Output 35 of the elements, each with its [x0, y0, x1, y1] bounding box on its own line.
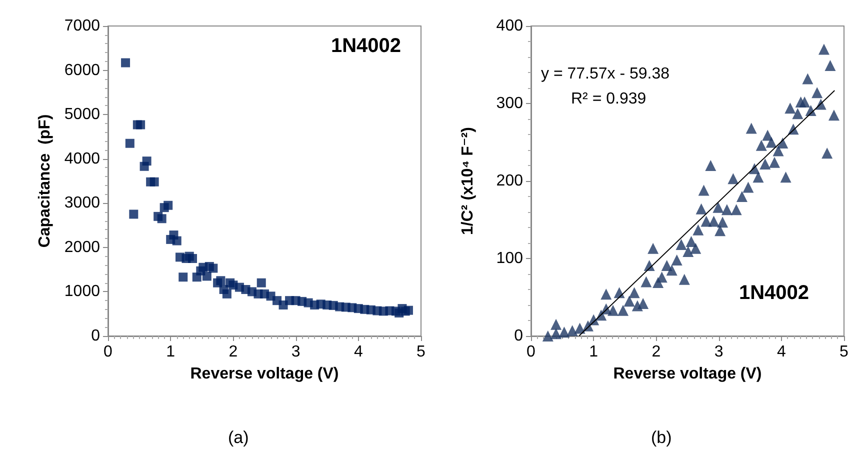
text: (b) [650, 428, 672, 447]
y-tick-label: 5000 [64, 106, 100, 124]
x-axis-title: Reverse voltage (V) [190, 366, 339, 382]
x-tick-label: 1 [166, 344, 176, 360]
annotation: y = 77.57x - 59.38 [541, 66, 670, 82]
y-tick-label: 4000 [64, 150, 100, 168]
y-tick-label: 6000 [64, 62, 100, 79]
x-tick-label: 3 [291, 344, 300, 360]
x-tick-label: 4 [354, 344, 363, 360]
x-axis-title: Reverse voltage (V) [613, 366, 762, 382]
x-tick-label: 5 [840, 344, 849, 360]
x-tick-label: 5 [416, 344, 426, 360]
x-tick-label: 1 [589, 344, 598, 360]
y-tick-label: 100 [496, 250, 524, 267]
x-tick-label: 2 [228, 344, 238, 360]
y-axis-title: 1/C² (x10⁴ F⁻²) [460, 127, 476, 235]
y-tick-label: 300 [496, 95, 524, 112]
x-tick-label: 3 [714, 344, 724, 360]
y-axis-title: Capacitance (pF) [36, 114, 54, 248]
y-tick-label: 7000 [64, 18, 100, 34]
y-tick-label: 3000 [64, 194, 100, 212]
x-tick-label: 4 [776, 344, 786, 360]
annotation: R² = 0.939 [571, 90, 646, 108]
x-tick-label: 0 [526, 344, 536, 360]
y-tick-label: 400 [496, 18, 524, 34]
x-tick-label: 0 [104, 344, 113, 360]
annotation: 1N4002 [738, 282, 810, 304]
y-tick-label: 0 [91, 328, 100, 344]
annotation: 1N4002 [330, 35, 402, 57]
text: (a) [228, 428, 249, 447]
y-tick-label: 1000 [64, 283, 100, 300]
y-tick-label: 200 [496, 172, 524, 190]
x-tick-label: 2 [652, 344, 661, 360]
y-tick-label: 2000 [64, 238, 100, 256]
y-tick-label: 0 [514, 328, 524, 344]
